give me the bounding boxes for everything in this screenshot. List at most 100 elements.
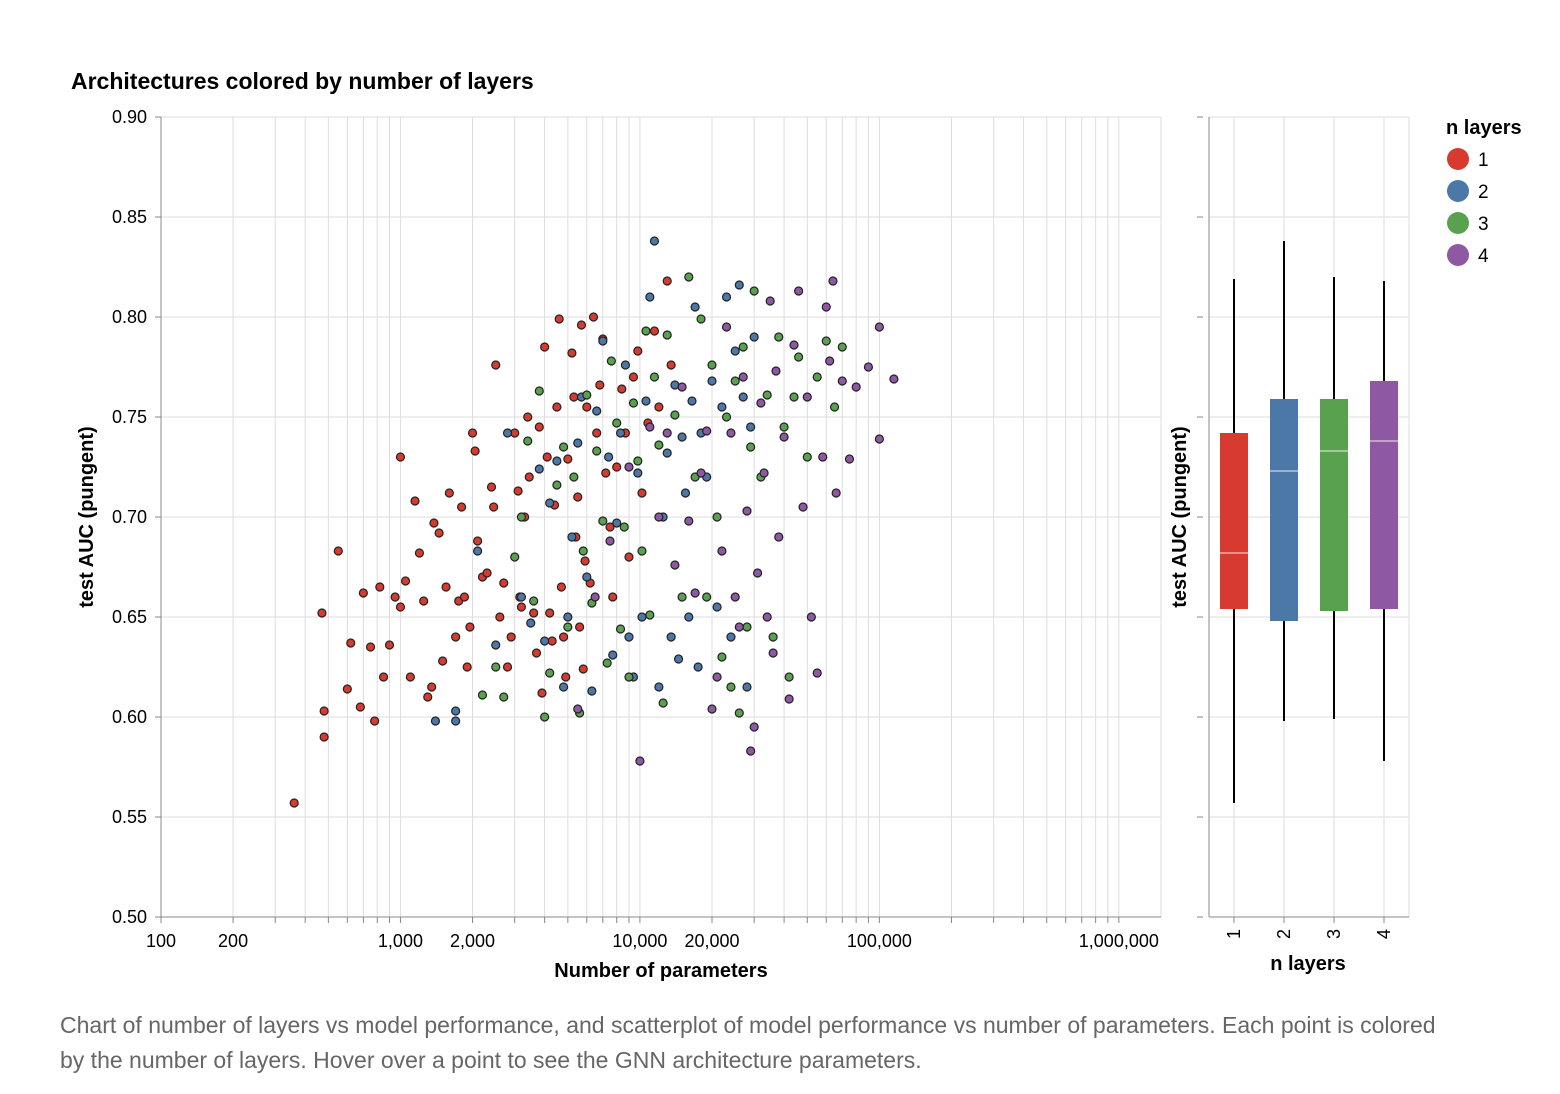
- data-point-layers-4[interactable]: [779, 432, 789, 442]
- data-point-layers-4[interactable]: [802, 392, 812, 402]
- data-point-layers-3[interactable]: [612, 418, 622, 428]
- data-point-layers-1[interactable]: [624, 552, 634, 562]
- data-point-layers-3[interactable]: [624, 672, 634, 682]
- data-point-layers-3[interactable]: [746, 442, 756, 452]
- data-point-layers-1[interactable]: [547, 636, 557, 646]
- data-point-layers-1[interactable]: [395, 452, 406, 462]
- data-point-layers-2[interactable]: [534, 464, 544, 474]
- data-point-layers-2[interactable]: [645, 292, 655, 302]
- data-point-layers-2[interactable]: [612, 518, 622, 528]
- data-point-layers-1[interactable]: [317, 608, 327, 618]
- data-point-layers-1[interactable]: [601, 468, 611, 478]
- data-point-layers-3[interactable]: [802, 452, 812, 462]
- data-point-layers-3[interactable]: [578, 546, 588, 556]
- data-point-layers-4[interactable]: [825, 356, 835, 366]
- data-point-layers-2[interactable]: [473, 546, 483, 556]
- data-point-layers-1[interactable]: [434, 528, 444, 538]
- data-point-layers-4[interactable]: [573, 704, 583, 714]
- data-point-layers-1[interactable]: [441, 582, 451, 592]
- data-point-layers-1[interactable]: [542, 452, 552, 462]
- data-point-layers-2[interactable]: [666, 632, 676, 642]
- data-point-layers-1[interactable]: [444, 488, 454, 498]
- data-point-layers-4[interactable]: [759, 468, 769, 478]
- data-point-layers-2[interactable]: [598, 336, 608, 346]
- scatter-points[interactable]: [289, 236, 899, 808]
- data-point-layers-1[interactable]: [467, 428, 478, 438]
- data-point-layers-2[interactable]: [690, 302, 700, 312]
- data-point-layers-4[interactable]: [635, 756, 645, 766]
- data-point-layers-1[interactable]: [405, 672, 415, 682]
- box-marks[interactable]: [1220, 241, 1398, 803]
- data-point-layers-1[interactable]: [499, 578, 509, 588]
- data-point-layers-2[interactable]: [680, 488, 691, 498]
- data-point-layers-1[interactable]: [540, 342, 550, 352]
- data-point-layers-3[interactable]: [510, 552, 520, 562]
- data-point-layers-1[interactable]: [628, 372, 639, 382]
- data-point-layers-2[interactable]: [717, 402, 727, 412]
- data-point-layers-4[interactable]: [831, 488, 841, 498]
- data-point-layers-4[interactable]: [768, 648, 778, 658]
- data-point-layers-3[interactable]: [641, 326, 651, 336]
- data-point-layers-3[interactable]: [615, 624, 626, 634]
- data-point-layers-4[interactable]: [771, 366, 781, 376]
- data-point-layers-3[interactable]: [696, 314, 706, 324]
- data-point-layers-3[interactable]: [721, 412, 732, 422]
- data-point-layers-4[interactable]: [712, 672, 722, 682]
- data-point-layers-3[interactable]: [637, 546, 647, 556]
- data-point-layers-2[interactable]: [633, 468, 643, 478]
- data-point-layers-3[interactable]: [779, 422, 789, 432]
- data-point-layers-4[interactable]: [806, 612, 816, 622]
- data-point-layers-3[interactable]: [592, 446, 602, 456]
- data-point-layers-1[interactable]: [495, 612, 505, 622]
- data-point-layers-3[interactable]: [602, 658, 612, 668]
- data-point-layers-1[interactable]: [355, 702, 365, 712]
- data-point-layers-3[interactable]: [654, 440, 664, 450]
- data-point-layers-1[interactable]: [342, 684, 352, 694]
- data-point-layers-2[interactable]: [726, 632, 736, 642]
- data-point-layers-1[interactable]: [289, 798, 299, 808]
- data-point-layers-4[interactable]: [765, 296, 775, 306]
- data-point-layers-1[interactable]: [534, 422, 544, 432]
- data-point-layers-1[interactable]: [414, 548, 425, 558]
- data-point-layers-1[interactable]: [578, 664, 588, 674]
- data-point-layers-4[interactable]: [818, 452, 828, 462]
- data-point-layers-1[interactable]: [365, 642, 376, 652]
- data-point-layers-4[interactable]: [837, 376, 847, 386]
- data-point-layers-3[interactable]: [552, 480, 562, 490]
- data-point-layers-4[interactable]: [645, 422, 655, 432]
- data-point-layers-1[interactable]: [556, 582, 566, 592]
- data-point-layers-1[interactable]: [575, 622, 585, 632]
- data-point-layers-4[interactable]: [707, 704, 717, 714]
- data-point-layers-4[interactable]: [590, 592, 600, 602]
- data-point-layers-3[interactable]: [569, 472, 579, 482]
- data-point-layers-1[interactable]: [561, 672, 571, 682]
- data-point-layers-4[interactable]: [844, 454, 855, 464]
- data-point-layers-2[interactable]: [677, 432, 687, 442]
- data-point-layers-3[interactable]: [662, 330, 672, 340]
- data-point-layers-1[interactable]: [595, 380, 605, 390]
- data-point-layers-2[interactable]: [673, 654, 684, 664]
- data-point-layers-1[interactable]: [605, 522, 615, 532]
- data-point-layers-4[interactable]: [624, 462, 634, 472]
- data-point-layers-2[interactable]: [608, 650, 618, 660]
- data-point-layers-3[interactable]: [633, 456, 643, 466]
- data-point-layers-3[interactable]: [738, 342, 748, 352]
- data-point-layers-1[interactable]: [375, 582, 385, 592]
- data-point-layers-2[interactable]: [707, 376, 717, 386]
- data-point-layers-2[interactable]: [654, 682, 664, 692]
- data-point-layers-1[interactable]: [552, 402, 562, 412]
- data-point-layers-3[interactable]: [677, 592, 687, 602]
- data-point-layers-1[interactable]: [537, 688, 547, 698]
- data-point-layers-4[interactable]: [677, 382, 687, 392]
- data-point-layers-1[interactable]: [456, 502, 467, 512]
- data-point-layers-4[interactable]: [702, 426, 712, 436]
- data-point-layers-3[interactable]: [534, 386, 544, 396]
- data-point-layers-1[interactable]: [563, 454, 573, 464]
- data-point-layers-3[interactable]: [794, 352, 804, 362]
- data-point-layers-1[interactable]: [482, 568, 492, 578]
- data-point-layers-2[interactable]: [742, 682, 752, 692]
- data-point-layers-2[interactable]: [749, 332, 759, 342]
- data-point-layers-2[interactable]: [552, 456, 562, 466]
- data-point-layers-3[interactable]: [606, 356, 616, 366]
- data-point-layers-4[interactable]: [821, 302, 831, 312]
